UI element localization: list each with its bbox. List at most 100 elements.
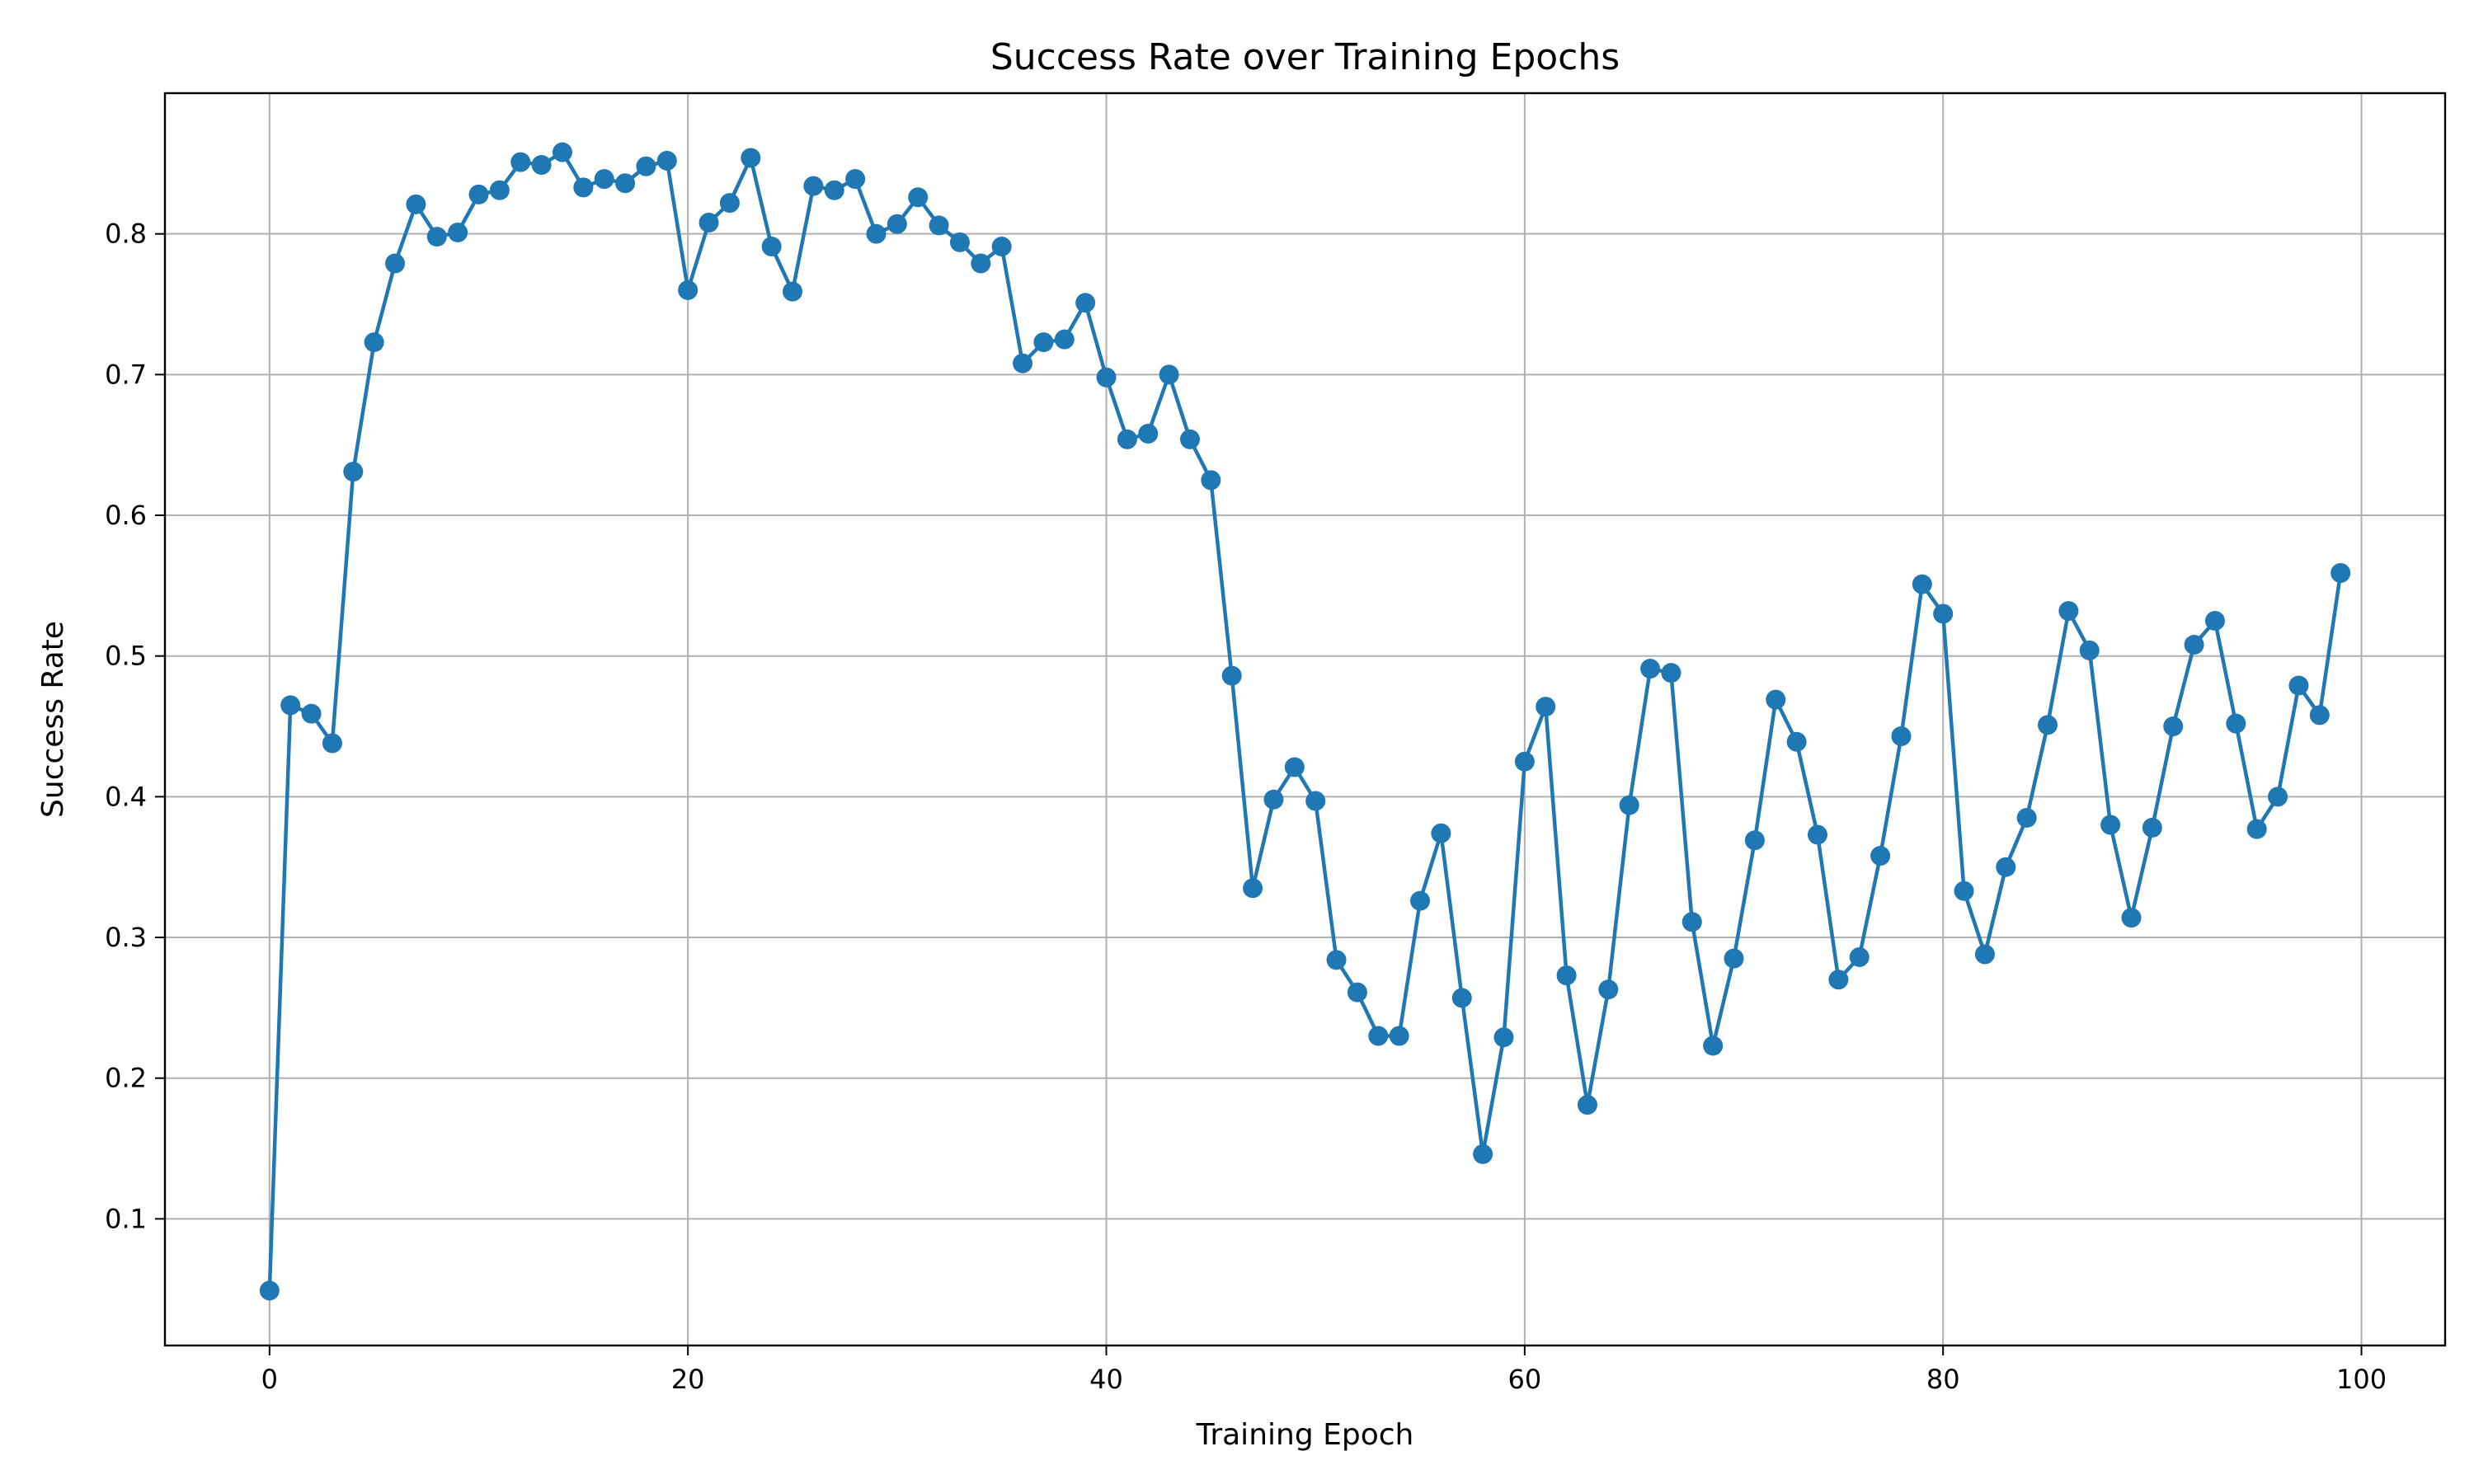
x-tick-label: 60: [1507, 1364, 1541, 1395]
data-point: [1724, 948, 1744, 969]
data-point: [1075, 293, 1096, 313]
data-point: [1179, 429, 1200, 449]
data-point: [2204, 611, 2225, 632]
x-axis-label: Training Epoch: [1196, 1418, 1414, 1452]
data-point: [301, 703, 322, 724]
x-tick-label: 0: [261, 1364, 278, 1395]
data-point: [552, 142, 572, 162]
data-point: [594, 169, 614, 190]
data-point: [1933, 603, 1954, 624]
data-point: [949, 232, 970, 252]
data-point: [698, 213, 719, 233]
data-point: [1577, 1095, 1597, 1115]
data-point: [845, 169, 866, 190]
y-axis-label: Success Rate: [36, 621, 70, 818]
data-point: [1096, 367, 1117, 387]
data-point: [1786, 731, 1807, 752]
data-point: [971, 253, 991, 274]
x-tick-label: 40: [1089, 1364, 1123, 1395]
y-tick-label: 0.4: [105, 781, 147, 812]
data-point: [448, 222, 468, 242]
data-point: [2163, 716, 2184, 737]
data-point: [866, 223, 887, 244]
y-tick-label: 0.1: [105, 1203, 147, 1234]
y-tick-label: 0.3: [105, 922, 147, 953]
x-axis-ticks: 0 20 40 60 80 100: [261, 1345, 2387, 1395]
x-tick-label: 20: [671, 1364, 705, 1395]
data-point: [1117, 429, 1137, 449]
data-point: [2121, 908, 2142, 928]
data-point: [636, 156, 656, 176]
data-point: [741, 148, 761, 168]
data-point: [1828, 970, 1849, 990]
data-point: [1451, 988, 1472, 1008]
y-axis-ticks: 0.1 0.2 0.3 0.4 0.5 0.6 0.7 0.8: [105, 218, 165, 1234]
data-point: [1326, 950, 1347, 970]
x-tick-label: 100: [2336, 1364, 2387, 1395]
data-point: [1221, 665, 1242, 686]
data-point: [2184, 635, 2204, 655]
data-point: [1640, 659, 1661, 679]
data-point: [1368, 1026, 1389, 1046]
data-point: [1598, 979, 1619, 1000]
data-point: [656, 150, 677, 171]
plot-frame: [163, 92, 2447, 1347]
data-point: [573, 177, 594, 198]
data-point: [343, 462, 364, 482]
data-point: [2038, 715, 2058, 735]
data-point: [1138, 424, 1159, 444]
data-point: [531, 155, 552, 176]
data-point: [1744, 830, 1765, 851]
data-point: [280, 695, 301, 716]
data-point: [1054, 329, 1075, 350]
data-point: [1870, 846, 1891, 866]
data-point: [2246, 819, 2267, 839]
data-point: [991, 237, 1012, 257]
data-point: [1284, 757, 1305, 777]
data-point: [2016, 807, 2037, 828]
data-point: [2288, 675, 2309, 696]
data-point: [1514, 751, 1535, 772]
data-point: [719, 193, 740, 214]
data-point: [1305, 791, 1326, 811]
data-point: [1807, 824, 1827, 845]
data-point: [510, 152, 531, 172]
data-point: [1263, 789, 1284, 810]
data-point: [2079, 640, 2100, 660]
data-point: [908, 187, 929, 208]
data-point: [1389, 1026, 1409, 1046]
grid-lines: [165, 93, 2445, 1345]
x-tick-label: 80: [1926, 1364, 1960, 1395]
data-point: [1912, 574, 1932, 594]
data-point: [2309, 705, 2330, 726]
data-point: [2100, 815, 2121, 835]
data-point: [1243, 878, 1263, 899]
data-point: [2331, 562, 2351, 583]
data-point: [1431, 823, 1451, 843]
data-point: [1703, 1036, 1724, 1056]
data-point: [426, 227, 447, 247]
data-point: [783, 281, 803, 302]
data-point: [259, 1280, 280, 1301]
data-point: [2268, 787, 2288, 807]
data-point: [929, 215, 949, 236]
data-point: [615, 173, 636, 194]
data-point: [2142, 817, 2162, 838]
series-line: [267, 150, 2343, 1291]
data-point: [1891, 726, 1912, 746]
data-point: [2058, 601, 2079, 622]
y-tick-label: 0.7: [105, 359, 147, 390]
data-point: [1013, 353, 1033, 373]
data-point: [1556, 965, 1577, 986]
data-point: [1159, 364, 1179, 385]
data-point: [385, 253, 406, 274]
data-point: [2226, 713, 2246, 734]
y-tick-label: 0.6: [105, 500, 147, 531]
y-tick-label: 0.8: [105, 218, 147, 250]
data-point: [678, 279, 698, 300]
data-point: [322, 733, 342, 754]
data-point: [1974, 944, 1995, 965]
data-point: [468, 184, 489, 204]
data-point: [1033, 332, 1054, 353]
